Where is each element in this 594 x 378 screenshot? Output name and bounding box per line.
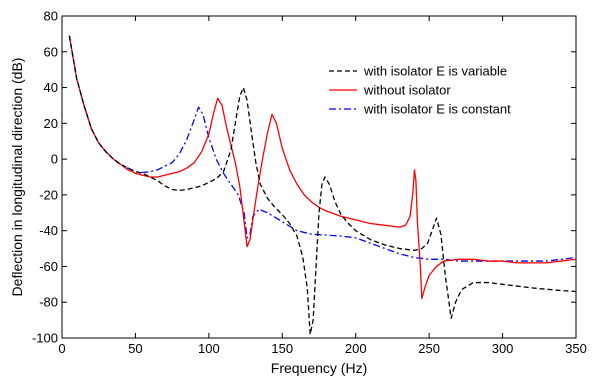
legend-label: with isolator E is variable bbox=[363, 64, 507, 79]
series-line-1 bbox=[68, 35, 577, 336]
x-tick-label: 50 bbox=[128, 341, 142, 356]
x-tick-label: 250 bbox=[418, 341, 440, 356]
series-line-2 bbox=[68, 35, 577, 300]
y-tick-label: 20 bbox=[44, 116, 58, 131]
x-tick-label: 300 bbox=[492, 341, 514, 356]
y-tick-label: -20 bbox=[39, 187, 58, 202]
x-axis-title: Frequency (Hz) bbox=[271, 360, 367, 376]
x-tick-label: 150 bbox=[271, 341, 293, 356]
y-axis: -100 -80 -60 -40 -20 0 20 40 60 80 bbox=[32, 9, 576, 346]
legend-label: with isolator E is constant bbox=[363, 102, 511, 117]
x-tick-label: 350 bbox=[565, 341, 587, 356]
y-tick-label: 40 bbox=[44, 80, 58, 95]
y-tick-label: 80 bbox=[44, 9, 58, 24]
y-tick-label: -60 bbox=[39, 259, 58, 274]
x-tick-label: 200 bbox=[345, 341, 367, 356]
y-tick-label: -40 bbox=[39, 223, 58, 238]
legend-label: without isolator bbox=[363, 83, 451, 98]
y-tick-label: -80 bbox=[39, 295, 58, 310]
legend: with isolator E is variable without isola… bbox=[329, 64, 511, 117]
y-tick-label: 60 bbox=[44, 44, 58, 59]
y-tick-label: -100 bbox=[32, 331, 58, 346]
x-tick-label: 0 bbox=[58, 341, 65, 356]
x-axis: 0 50 100 150 200 250 300 350 bbox=[58, 16, 587, 356]
y-axis-title: Deflection in longitudinal direction (dB… bbox=[9, 58, 25, 297]
x-tick-label: 100 bbox=[198, 341, 220, 356]
series-layer bbox=[68, 35, 577, 336]
y-tick-label: 0 bbox=[51, 152, 58, 167]
